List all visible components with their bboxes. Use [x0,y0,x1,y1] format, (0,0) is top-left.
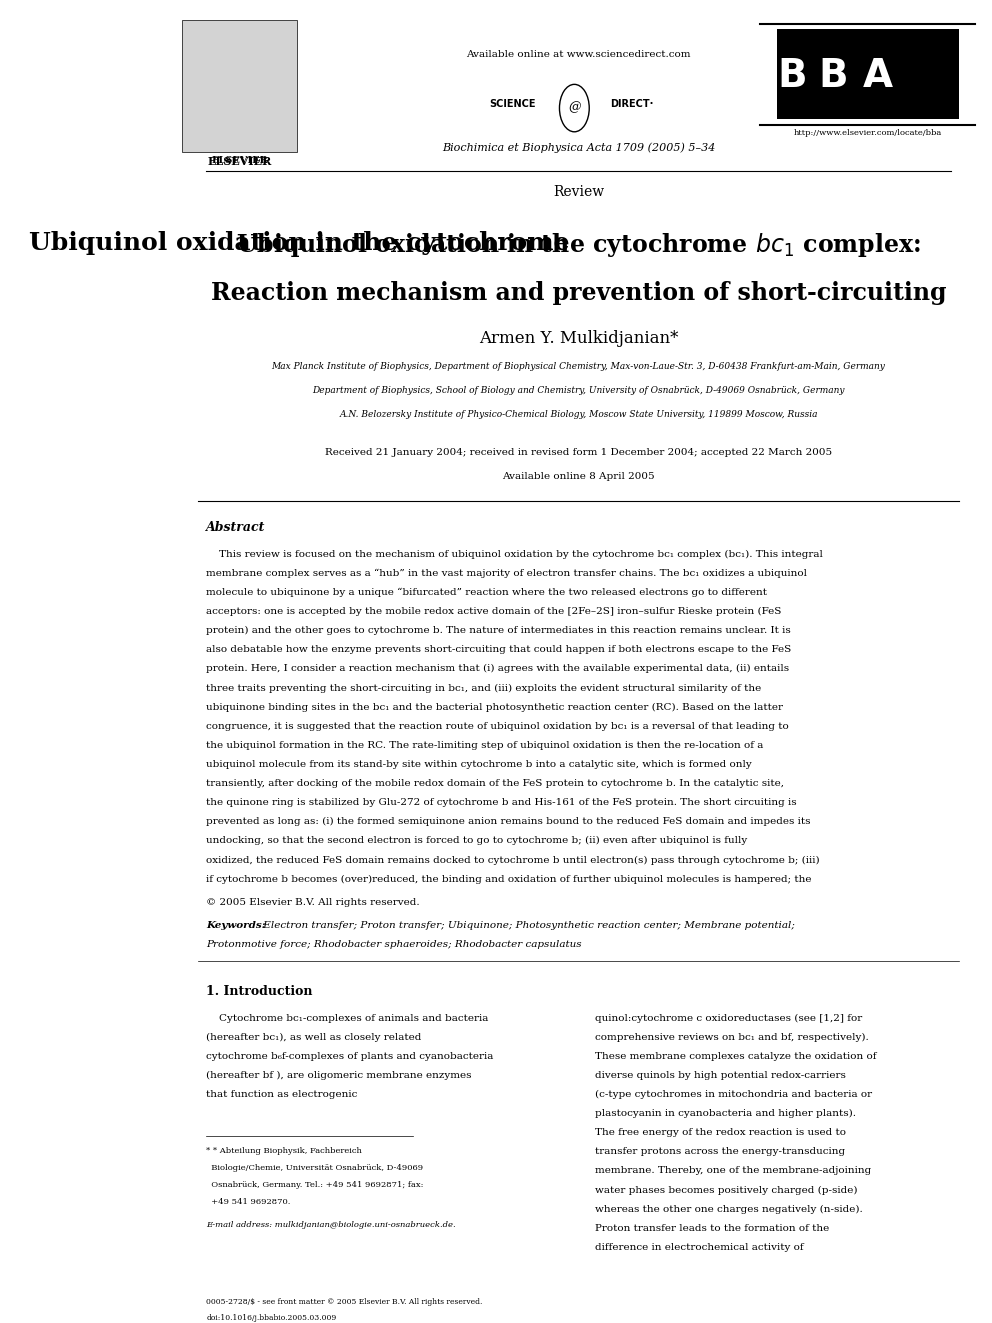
Text: undocking, so that the second electron is forced to go to cytochrome b; (ii) eve: undocking, so that the second electron i… [206,836,748,845]
Text: BIOCHIMICA ET BIOPHYSICA ACTA: BIOCHIMICA ET BIOPHYSICA ACTA [815,29,921,34]
Text: Keywords:: Keywords: [206,921,266,930]
Text: comprehensive reviews on bc₁ and bf, respectively).: comprehensive reviews on bc₁ and bf, res… [595,1033,869,1041]
Text: Ubiquinol oxidation in the cytochrome $\it{bc}$$_1$ complex:: Ubiquinol oxidation in the cytochrome $\… [236,230,921,259]
Text: These membrane complexes catalyze the oxidation of: These membrane complexes catalyze the ox… [595,1052,877,1061]
Text: transiently, after docking of the mobile redox domain of the FeS protein to cyto: transiently, after docking of the mobile… [206,779,785,789]
Text: that function as electrogenic: that function as electrogenic [206,1090,358,1099]
Text: Reaction mechanism and prevention of short-circuiting: Reaction mechanism and prevention of sho… [210,280,946,304]
Text: plastocyanin in cyanobacteria and higher plants).: plastocyanin in cyanobacteria and higher… [595,1109,856,1118]
Text: 0005-2728/$ - see front matter © 2005 Elsevier B.V. All rights reserved.: 0005-2728/$ - see front matter © 2005 El… [206,1298,483,1306]
Text: E-mail address: mulkidjanian@biologie.uni-osnabrueck.de.: E-mail address: mulkidjanian@biologie.un… [206,1221,456,1229]
Circle shape [559,85,589,132]
Text: the ubiquinol formation in the RC. The rate-limiting step of ubiquinol oxidation: the ubiquinol formation in the RC. The r… [206,741,764,750]
Text: also debatable how the enzyme prevents short-circuiting that could happen if bot: also debatable how the enzyme prevents s… [206,646,792,654]
Text: difference in electrochemical activity of: difference in electrochemical activity o… [595,1242,804,1252]
Text: acceptors: one is accepted by the mobile redox active domain of the [2Fe–2S] iro: acceptors: one is accepted by the mobile… [206,607,782,617]
Text: the quinone ring is stabilized by Glu-272 of cytochrome b and His-161 of the FeS: the quinone ring is stabilized by Glu-27… [206,798,797,807]
Text: Review: Review [553,184,604,198]
Text: SCIENCE: SCIENCE [489,99,536,108]
Text: Osnabrück, Germany. Tel.: +49 541 9692871; fax:: Osnabrück, Germany. Tel.: +49 541 969287… [206,1181,424,1189]
Text: ubiquinol molecule from its stand-by site within cytochrome b into a catalytic s: ubiquinol molecule from its stand-by sit… [206,759,752,769]
Text: cytochrome b₆f-complexes of plants and cyanobacteria: cytochrome b₆f-complexes of plants and c… [206,1052,494,1061]
Text: B: B [818,57,848,95]
Text: whereas the other one charges negatively (n-side).: whereas the other one charges negatively… [595,1205,863,1213]
Text: ELSEVIER: ELSEVIER [211,156,268,165]
Text: ubiquinone binding sites in the bc₁ and the bacterial photosynthetic reaction ce: ubiquinone binding sites in the bc₁ and … [206,703,784,712]
Text: quinol:cytochrome c oxidoreductases (see [1,2] for: quinol:cytochrome c oxidoreductases (see… [595,1013,862,1023]
Text: Max Planck Institute of Biophysics, Department of Biophysical Chemistry, Max-von: Max Planck Institute of Biophysics, Depa… [272,363,886,372]
Bar [777,29,959,119]
Text: protein. Here, I consider a reaction mechanism that (i) agrees with the availabl: protein. Here, I consider a reaction mec… [206,664,790,673]
Text: A.N. Belozersky Institute of Physico-Chemical Biology, Moscow State University, : A.N. Belozersky Institute of Physico-Che… [339,410,817,419]
Text: A: A [863,57,893,95]
Text: three traits preventing the short-circuiting in bc₁, and (iii) exploits the evid: three traits preventing the short-circui… [206,684,762,692]
Bar [182,20,298,152]
Text: (hereafter bc₁), as well as closely related: (hereafter bc₁), as well as closely rela… [206,1033,422,1041]
Text: water phases becomes positively charged (p-side): water phases becomes positively charged … [595,1185,857,1195]
Text: This review is focused on the mechanism of ubiquinol oxidation by the cytochrome: This review is focused on the mechanism … [206,549,823,558]
Text: Abstract: Abstract [206,521,266,533]
Text: (c-type cytochromes in mitochondria and bacteria or: (c-type cytochromes in mitochondria and … [595,1090,872,1099]
Text: Received 21 January 2004; received in revised form 1 December 2004; accepted 22 : Received 21 January 2004; received in re… [325,448,832,458]
Text: Cytochrome bc₁-complexes of animals and bacteria: Cytochrome bc₁-complexes of animals and … [206,1013,489,1023]
Text: @: @ [568,102,580,115]
Text: B: B [777,57,806,95]
Text: ELSEVIER: ELSEVIER [207,156,272,167]
Text: if cytochrome b becomes (over)reduced, the binding and oxidation of further ubiq: if cytochrome b becomes (over)reduced, t… [206,875,811,884]
Text: The free energy of the redox reaction is used to: The free energy of the redox reaction is… [595,1129,846,1138]
Text: Ubiquinol oxidation in the cytochrome: Ubiquinol oxidation in the cytochrome [29,230,578,254]
Text: diverse quinols by high potential redox-carriers: diverse quinols by high potential redox-… [595,1070,846,1080]
Text: © 2005 Elsevier B.V. All rights reserved.: © 2005 Elsevier B.V. All rights reserved… [206,897,420,906]
Text: membrane complex serves as a “hub” in the vast majority of electron transfer cha: membrane complex serves as a “hub” in th… [206,569,807,578]
Text: molecule to ubiquinone by a unique “bifurcated” reaction where the two released : molecule to ubiquinone by a unique “bifu… [206,587,768,597]
Text: congruence, it is suggested that the reaction route of ubiquinol oxidation by bc: congruence, it is suggested that the rea… [206,721,789,730]
Text: Electron transfer; Proton transfer; Ubiquinone; Photosynthetic reaction center; : Electron transfer; Proton transfer; Ubiq… [260,921,795,930]
Text: 1. Introduction: 1. Introduction [206,984,312,998]
Text: Proton transfer leads to the formation of the: Proton transfer leads to the formation o… [595,1224,829,1233]
Text: Biologie/Chemie, Universität Osnabrück, D-49069: Biologie/Chemie, Universität Osnabrück, … [206,1164,424,1172]
Text: http://www.elsevier.com/locate/bba: http://www.elsevier.com/locate/bba [794,130,942,138]
Text: prevented as long as: (i) the formed semiquinone anion remains bound to the redu: prevented as long as: (i) the formed sem… [206,818,810,827]
Text: * * Abteilung Biophysik, Fachbereich: * * Abteilung Biophysik, Fachbereich [206,1147,362,1155]
Text: Armen Y. Mulkidjanian*: Armen Y. Mulkidjanian* [479,329,679,347]
Text: Protonmotive force; Rhodobacter sphaeroides; Rhodobacter capsulatus: Protonmotive force; Rhodobacter sphaeroi… [206,941,582,950]
Text: transfer protons across the energy-transducing: transfer protons across the energy-trans… [595,1147,845,1156]
Text: DIRECT·: DIRECT· [610,99,654,108]
Text: oxidized, the reduced FeS domain remains docked to cytochrome b until electron(s: oxidized, the reduced FeS domain remains… [206,856,820,864]
Text: Department of Biophysics, School of Biology and Chemistry, University of Osnabrü: Department of Biophysics, School of Biol… [312,386,845,396]
Text: membrane. Thereby, one of the membrane-adjoining: membrane. Thereby, one of the membrane-a… [595,1167,871,1175]
Text: Available online at www.sciencedirect.com: Available online at www.sciencedirect.co… [466,50,690,60]
Text: Biochimica et Biophysica Acta 1709 (2005) 5–34: Biochimica et Biophysica Acta 1709 (2005… [441,143,715,153]
Text: doi:10.1016/j.bbabio.2005.03.009: doi:10.1016/j.bbabio.2005.03.009 [206,1314,336,1322]
Text: protein) and the other goes to cytochrome b. The nature of intermediates in this: protein) and the other goes to cytochrom… [206,626,791,635]
Text: (hereafter bf ), are oligomeric membrane enzymes: (hereafter bf ), are oligomeric membrane… [206,1070,472,1080]
Text: Available online 8 April 2005: Available online 8 April 2005 [502,472,655,480]
Text: +49 541 9692870.: +49 541 9692870. [206,1199,291,1207]
